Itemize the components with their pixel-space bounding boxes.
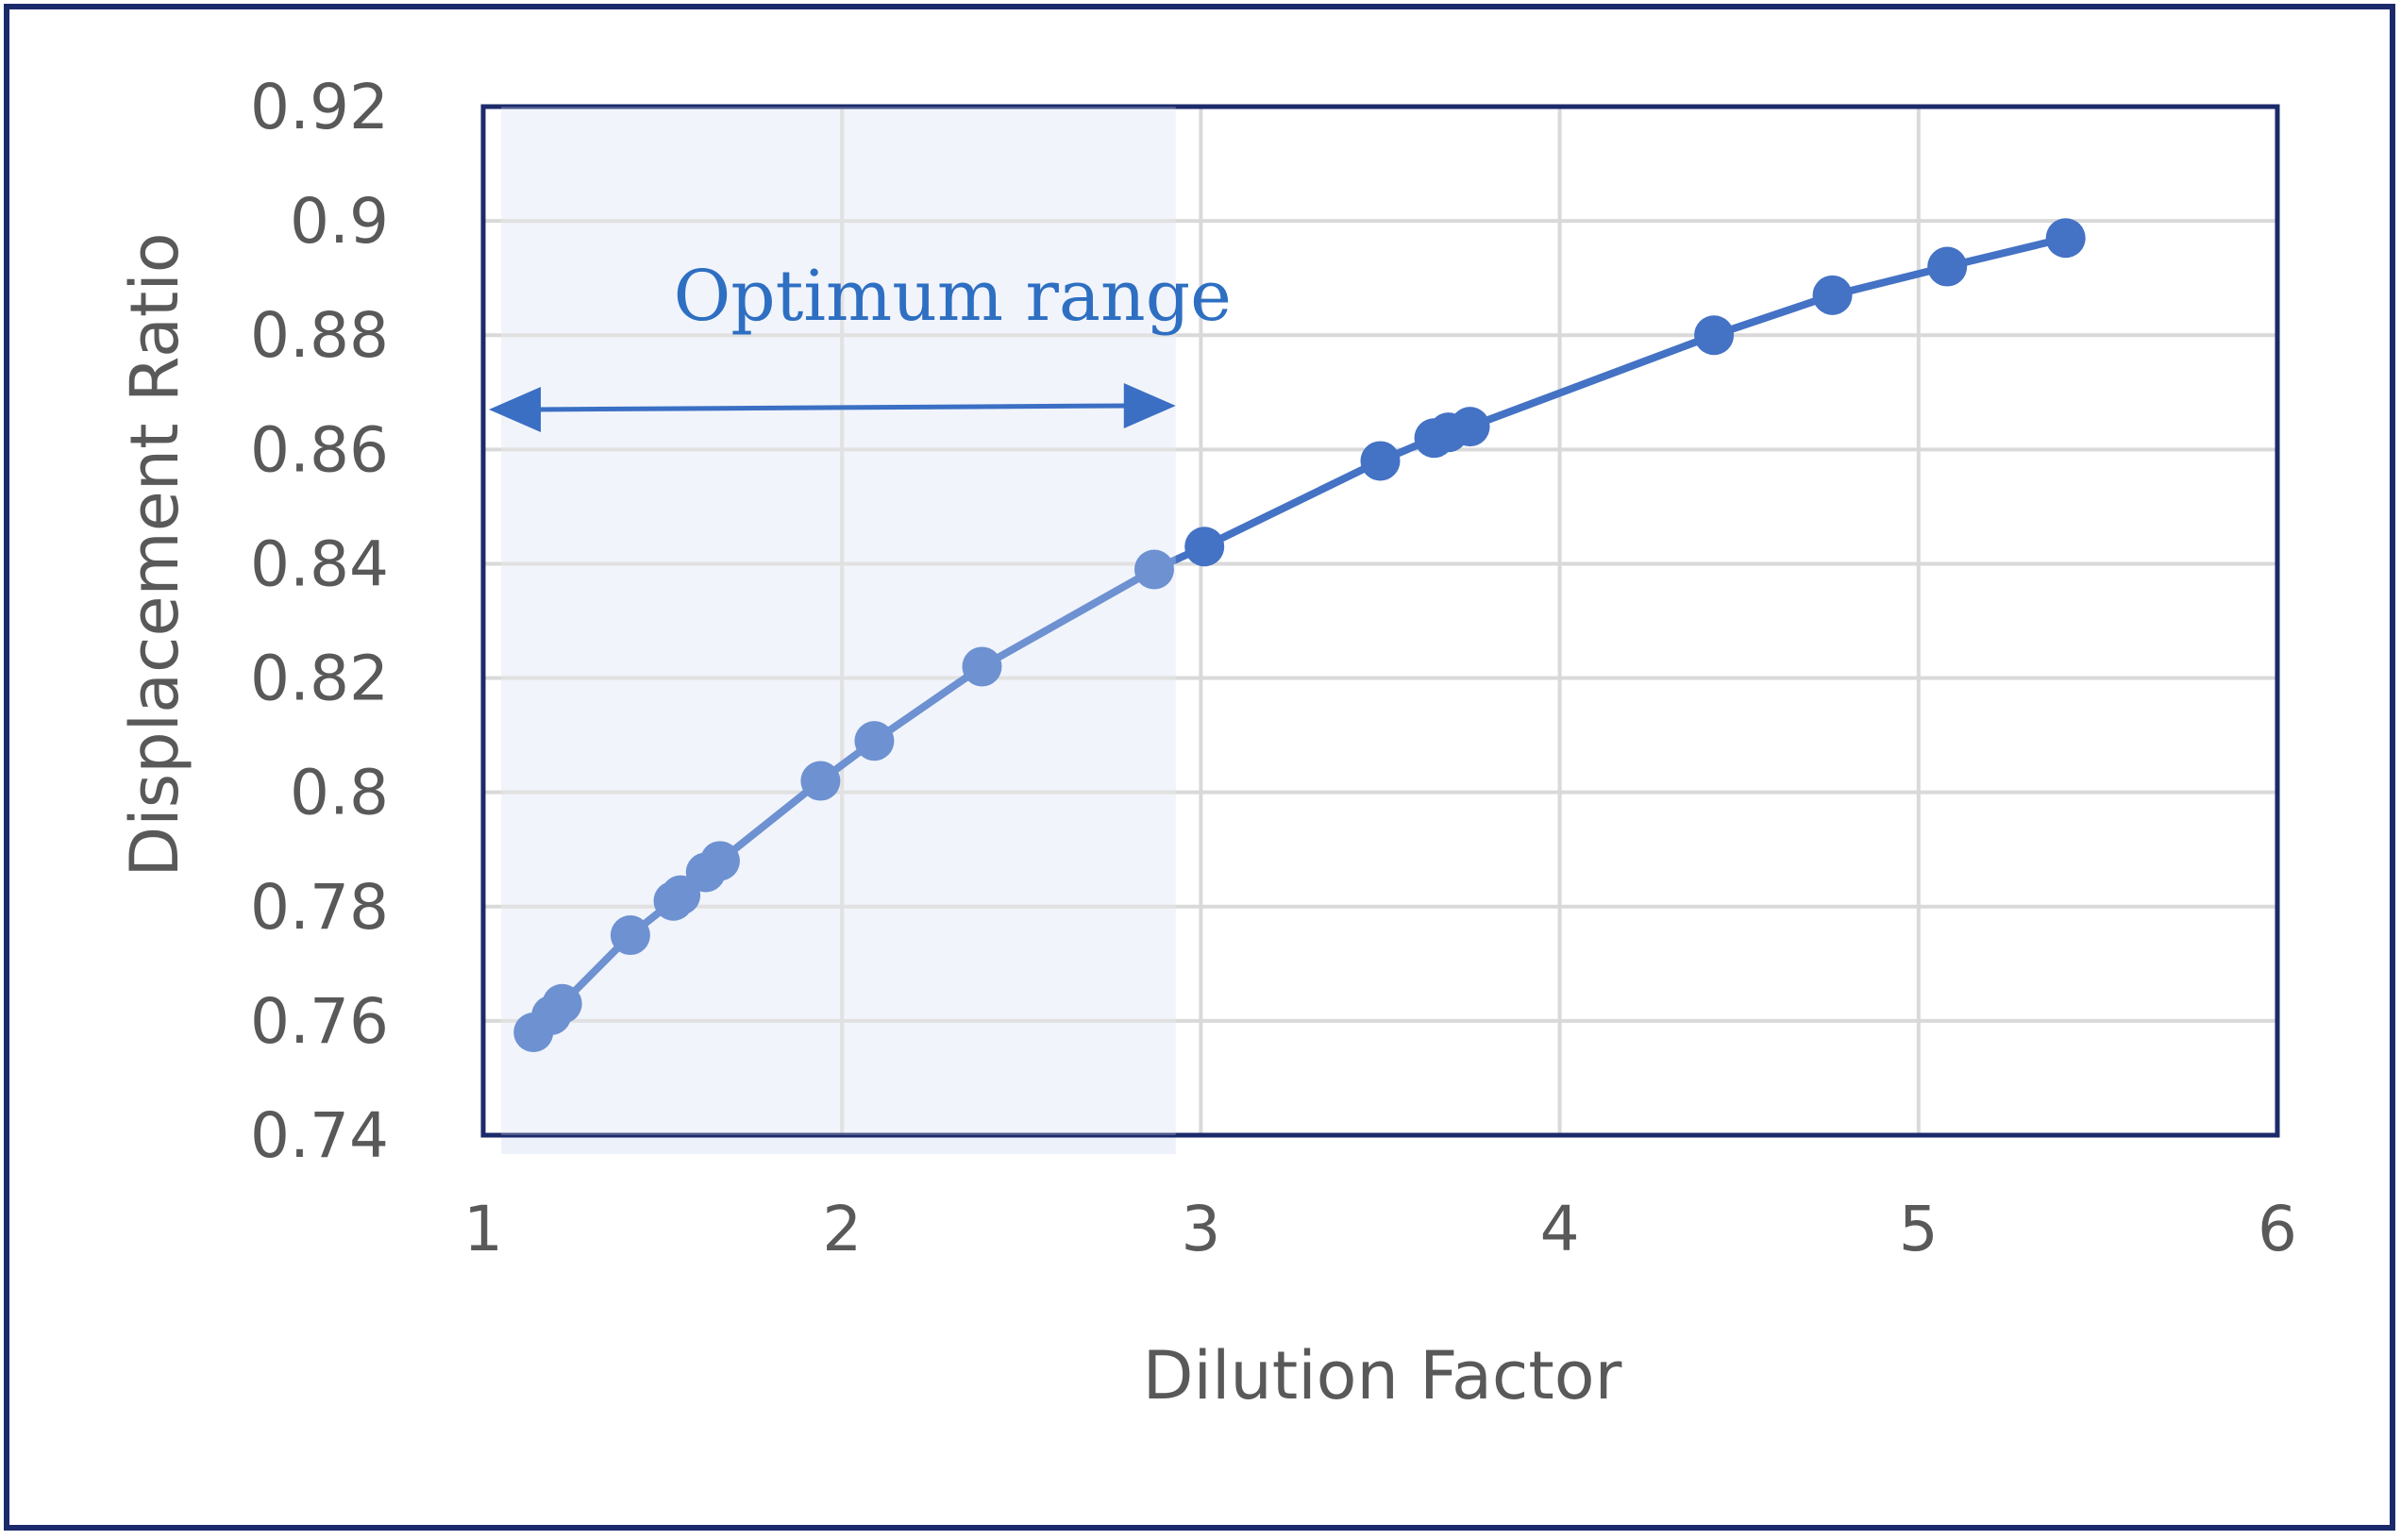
data-point (1812, 275, 1853, 315)
x-axis-title: Dilution Factor (1143, 1337, 1622, 1414)
x-tick-label: 3 (1181, 1193, 1220, 1265)
y-tick-label: 0.92 (250, 71, 389, 143)
y-tick-label: 0.9 (290, 185, 389, 258)
data-point (1927, 246, 1968, 287)
data-point (2045, 218, 2086, 259)
data-point (962, 646, 1002, 687)
data-point (1133, 549, 1174, 590)
x-tick-label: 5 (1899, 1193, 1939, 1265)
y-tick-label: 0.76 (250, 985, 389, 1058)
data-point (542, 983, 582, 1024)
range-arrow-line (535, 403, 1129, 412)
x-tick-label: 4 (1540, 1193, 1580, 1265)
y-axis-title: Displacement Ratio (116, 232, 193, 877)
data-point (854, 721, 895, 762)
range-arrow-left-head (489, 386, 541, 432)
plot-area-border (480, 104, 2280, 1138)
y-tick-label: 0.88 (250, 299, 389, 372)
x-tick-label: 6 (2258, 1193, 2297, 1265)
data-point (661, 875, 701, 915)
y-tick-label: 0.8 (290, 757, 389, 829)
y-tick-label: 0.74 (250, 1099, 389, 1172)
y-tick-label: 0.82 (250, 643, 389, 715)
annotation-label: Optimum range (674, 256, 1232, 337)
data-point (800, 761, 841, 801)
data-point (1450, 407, 1490, 447)
data-point (1184, 527, 1225, 567)
x-tick-label: 1 (463, 1193, 503, 1265)
y-tick-label: 0.78 (250, 871, 389, 944)
data-point (699, 841, 740, 881)
optimum-range-band (501, 107, 1176, 1154)
y-tick-label: 0.84 (250, 527, 389, 600)
range-arrow-right-head (1123, 382, 1176, 428)
y-tick-label: 0.86 (250, 413, 389, 486)
optimum-range-overlay (501, 107, 1176, 1135)
x-tick-label: 2 (822, 1193, 862, 1265)
data-point (610, 915, 650, 956)
data-point (1360, 441, 1401, 481)
data-point (1694, 315, 1735, 356)
